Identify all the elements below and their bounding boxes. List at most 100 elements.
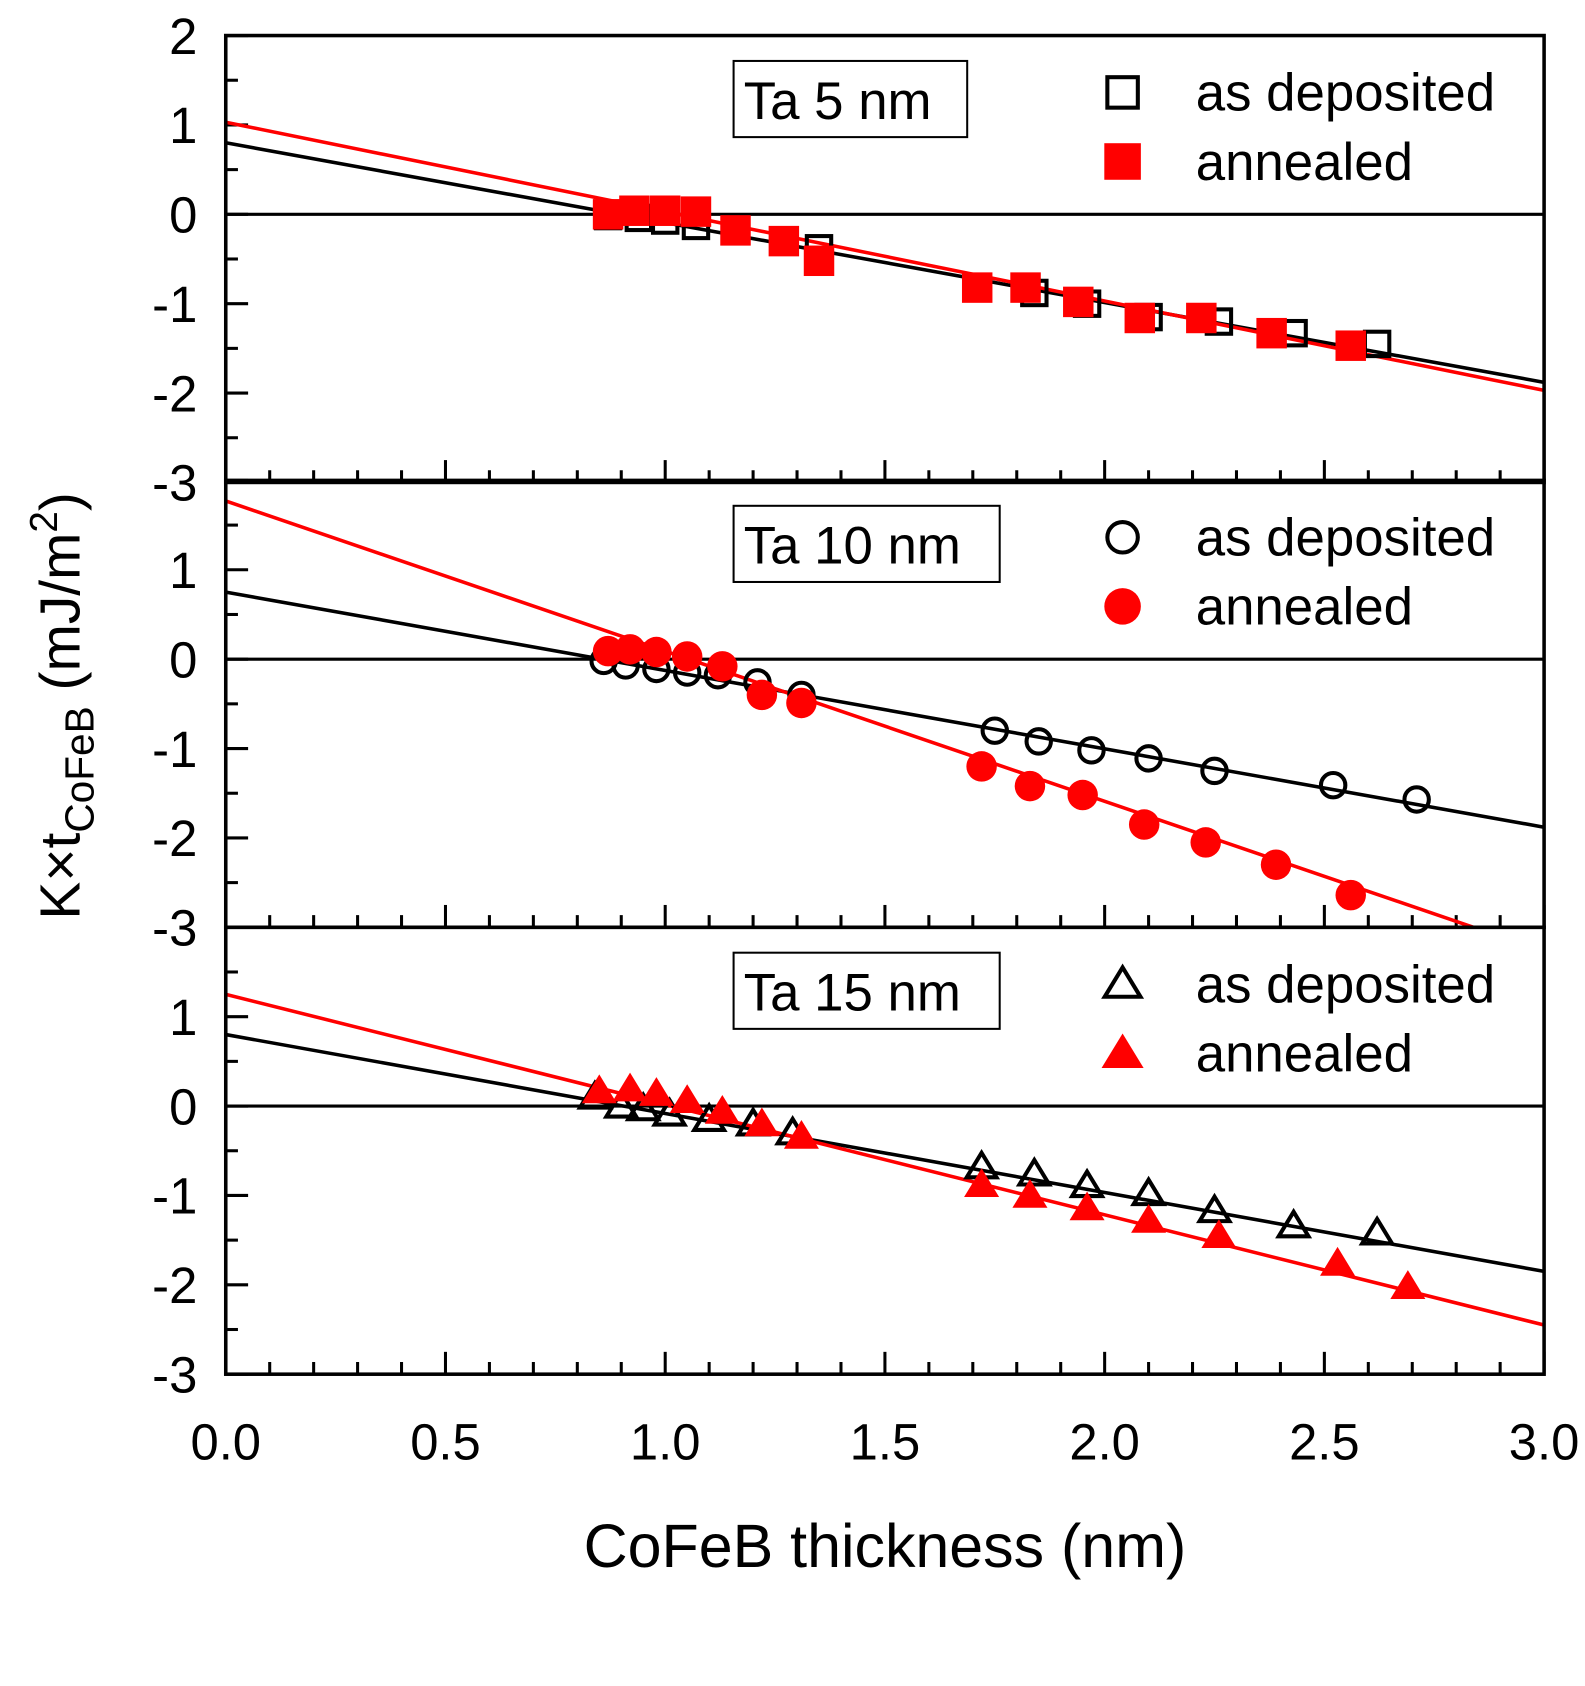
y-tick-label: -3: [152, 1346, 197, 1403]
data-point-annealed: [1190, 827, 1221, 858]
legend-label: as deposited: [1196, 509, 1495, 568]
y-tick-label: 1: [169, 97, 197, 154]
data-point-annealed: [1390, 1270, 1426, 1299]
data-point-annealed: [1320, 1246, 1356, 1276]
y-label-unit: (mJ/m: [30, 533, 93, 707]
x-tick-label: 0.5: [410, 1414, 481, 1471]
data-point-annealed: [638, 1077, 674, 1106]
x-tick-label: 0.0: [190, 1414, 261, 1471]
y-axis-label: K×tCoFeB (mJ/m2): [23, 492, 103, 919]
data-point-annealed: [614, 634, 646, 665]
y-tick-label: -1: [152, 721, 197, 778]
legend-marker-as-deposited: [1105, 75, 1140, 110]
panel-title: Ta 10 nm: [744, 517, 961, 576]
data-point-annealed: [803, 245, 835, 277]
fit-line-annealed: [225, 499, 1479, 928]
data-point-annealed: [581, 1074, 617, 1104]
data-point-as-deposited: [1134, 744, 1163, 773]
plot-layer: 2 1 0 -1 -2 -3 Ta 5 nm as deposited annealed 1 0 -1…: [152, 8, 1579, 1471]
x-tick-label: 1.0: [630, 1414, 701, 1471]
y-tick-label: 0: [169, 187, 197, 244]
legend-marker-annealed: [1104, 588, 1141, 625]
data-point-annealed: [649, 195, 681, 226]
x-axis-label: CoFeB thickness (nm): [584, 1512, 1187, 1580]
legend-label: annealed: [1196, 578, 1413, 637]
panel-title: Ta 5 nm: [744, 72, 932, 131]
y-tick-label: -2: [152, 810, 197, 867]
panel-title-box: [732, 59, 969, 139]
data-point-annealed: [1201, 1219, 1237, 1248]
data-point-as-deposited: [1196, 1192, 1234, 1224]
panel-title: Ta 15 nm: [744, 964, 961, 1023]
data-point-annealed: [1067, 779, 1098, 811]
legend-label: as deposited: [1196, 64, 1495, 123]
panel-2: 1 0 -1 -2 -3 Ta 10 nm as deposited annealed: [152, 478, 1546, 957]
data-point-annealed: [592, 635, 624, 667]
data-point-annealed: [786, 687, 817, 719]
data-point-as-deposited: [980, 716, 1010, 745]
data-point-annealed: [707, 651, 738, 682]
data-point-as-deposited: [602, 1088, 640, 1119]
data-point-annealed: [1260, 849, 1292, 880]
legend-marker-as-deposited: [1101, 963, 1145, 999]
y-tick-label: 0: [169, 631, 197, 688]
data-point-annealed: [964, 1168, 1000, 1198]
y-label-close: ): [30, 492, 93, 511]
data-point-annealed: [768, 225, 800, 257]
y-tick-label: -3: [152, 900, 197, 957]
data-point-as-deposited: [1024, 727, 1053, 756]
y-tick-label: -2: [152, 365, 197, 422]
data-point-annealed: [783, 1119, 819, 1149]
panel-title-box: [732, 504, 1001, 583]
data-point-as-deposited: [1402, 785, 1431, 814]
data-point-annealed: [671, 641, 703, 672]
x-tick-label: 2.0: [1069, 1414, 1140, 1471]
y-tick-label: 2: [169, 8, 197, 65]
panel-1: 2 1 0 -1 -2 -3 Ta 5 nm as deposited annealed: [152, 8, 1546, 512]
y-tick-label: 0: [169, 1078, 197, 1135]
data-point-annealed: [1063, 286, 1094, 318]
data-point-annealed: [720, 215, 751, 246]
data-point-annealed: [1128, 809, 1160, 840]
legend-marker-annealed: [1104, 143, 1141, 180]
data-point-annealed: [1335, 330, 1366, 361]
data-point-annealed: [744, 1107, 780, 1137]
data-point-annealed: [612, 1072, 648, 1102]
data-point-annealed: [1131, 1204, 1167, 1233]
data-point-annealed: [669, 1084, 705, 1114]
data-point-annealed: [1014, 770, 1046, 802]
data-point-annealed: [746, 679, 778, 711]
fit-line-annealed: [225, 120, 1545, 393]
data-point-annealed: [704, 1094, 740, 1124]
y-tick-label: -1: [152, 276, 197, 333]
y-label-sub: CoFeB: [57, 706, 103, 832]
data-point-as-deposited: [1318, 770, 1348, 800]
panel-frame: [223, 33, 1546, 485]
data-point-annealed: [1124, 302, 1156, 334]
data-point-as-deposited: [1200, 756, 1229, 786]
legend-label: as deposited: [1196, 955, 1495, 1014]
data-point-annealed: [641, 636, 672, 668]
data-point-annealed: [1335, 879, 1366, 911]
data-point-annealed: [680, 196, 712, 227]
x-tick-label: 1.5: [850, 1414, 921, 1471]
data-point-as-deposited: [1015, 1156, 1053, 1187]
y-tick-label: -3: [152, 455, 197, 512]
legend-label: annealed: [1196, 133, 1413, 192]
data-point-annealed: [1186, 302, 1217, 334]
data-point-annealed: [619, 195, 650, 226]
data-point-as-deposited: [624, 1090, 662, 1122]
y-tick-label: -1: [152, 1168, 197, 1225]
data-point-as-deposited: [1358, 1215, 1396, 1246]
data-point-annealed: [1256, 317, 1287, 349]
data-point-annealed: [1010, 272, 1041, 303]
y-tick-label: -2: [152, 1257, 197, 1314]
x-tick-label: 3.0: [1509, 1414, 1580, 1471]
data-point-annealed: [1069, 1191, 1105, 1221]
legend-marker-as-deposited: [1105, 520, 1140, 555]
fit-line-as-deposited: [225, 1032, 1545, 1274]
panel-frame: [223, 925, 1546, 1376]
legend-marker-annealed: [1101, 1033, 1144, 1069]
y-tick-label: 1: [169, 542, 197, 599]
